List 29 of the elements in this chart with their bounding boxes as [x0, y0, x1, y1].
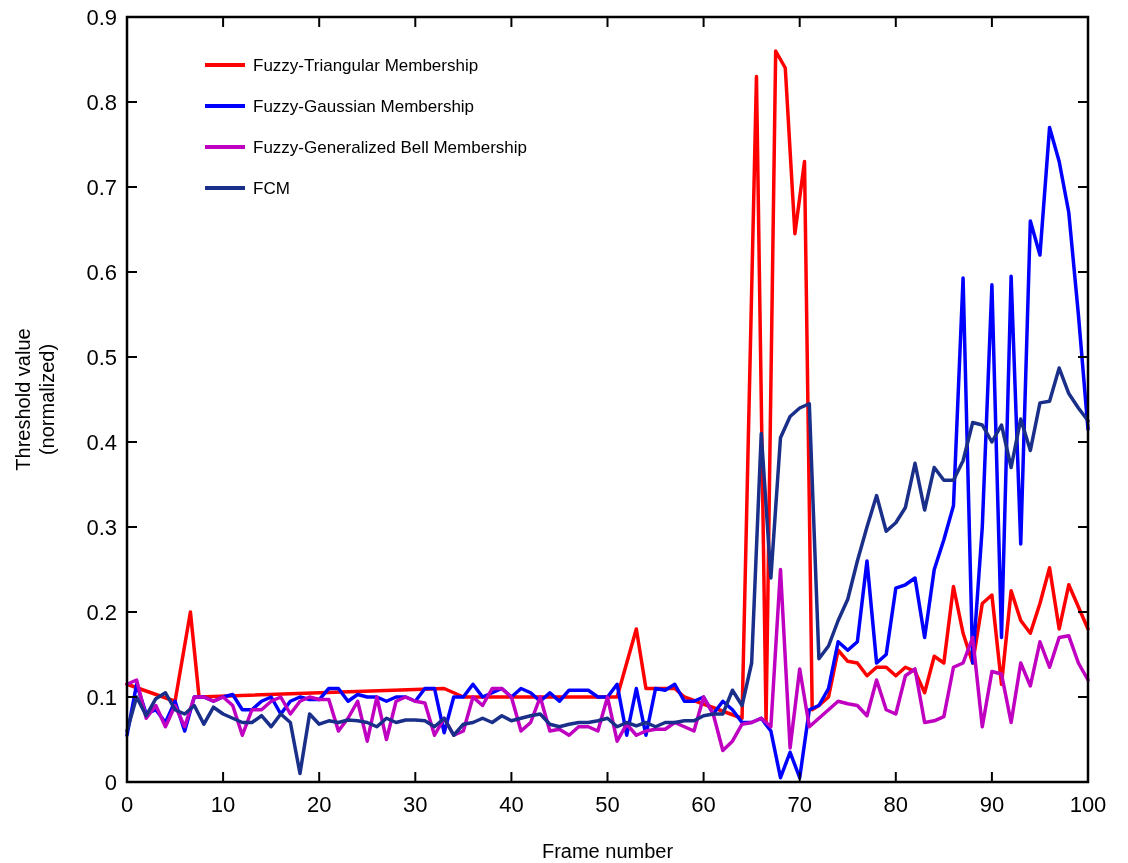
x-tick-label: 10	[210, 792, 236, 817]
y-tick-label: 0.9	[86, 5, 117, 30]
x-tick-label: 0	[120, 792, 134, 817]
line-series	[125, 366, 1090, 776]
y-tick-label: 0	[104, 770, 117, 795]
y-tick-label: 0.8	[86, 90, 117, 115]
x-tick-label: 70	[787, 792, 812, 817]
y-tick-label: 0.6	[86, 260, 117, 285]
x-tick-label: 50	[595, 792, 620, 817]
x-axis-title: Frame number	[541, 840, 674, 862]
y-tick-label: 0.5	[86, 345, 117, 370]
legend-label: Fuzzy-Gaussian Membership	[253, 97, 475, 116]
x-tick-label: 60	[691, 792, 716, 817]
y-tick-label: 0.4	[86, 430, 117, 455]
x-tick-label: 40	[499, 792, 524, 817]
legend-label: Fuzzy-Generalized Bell Membership	[253, 138, 527, 157]
y-tick-label: 0.7	[86, 175, 117, 200]
x-tick-label: 30	[403, 792, 428, 817]
x-tick-label: 100	[1069, 792, 1107, 817]
x-tick-label: 90	[979, 792, 1005, 817]
x-tick-label: 20	[306, 792, 332, 817]
x-tick-label: 80	[883, 792, 909, 817]
y-tick-label: 0.2	[86, 600, 117, 625]
y-axis-title: Threshold value (normalized)	[12, 328, 58, 471]
legend-label: Fuzzy-Triangular Membership	[253, 56, 479, 75]
y-tick-label: 0.1	[86, 685, 117, 710]
legend-label: FCM	[253, 179, 290, 198]
y-tick-label: 0.3	[86, 515, 117, 540]
line-series	[125, 567, 1090, 753]
